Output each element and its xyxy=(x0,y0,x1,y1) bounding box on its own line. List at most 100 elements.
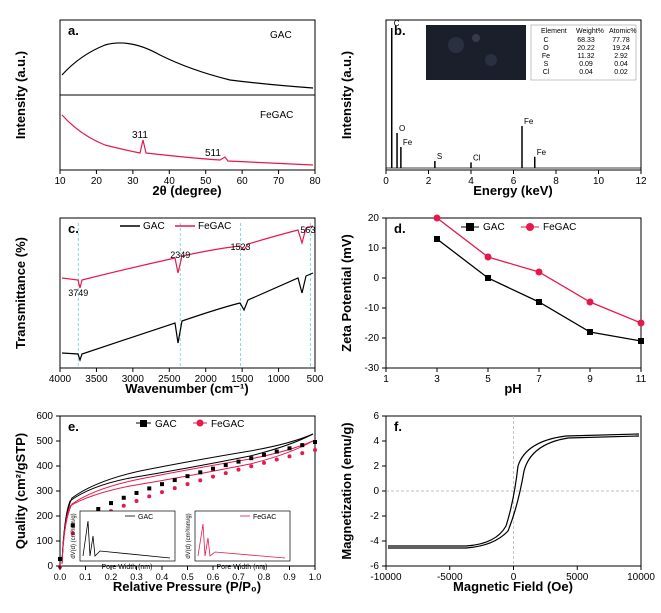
svg-text:Pore Width (nm): Pore Width (nm) xyxy=(102,564,153,571)
svg-text:8: 8 xyxy=(553,176,559,187)
sem-image xyxy=(426,25,526,80)
svg-text:0.02: 0.02 xyxy=(614,69,628,76)
svg-text:1000: 1000 xyxy=(267,374,290,385)
svg-text:19.24: 19.24 xyxy=(612,45,630,52)
svg-text:20: 20 xyxy=(91,176,103,187)
svg-text:0.0: 0.0 xyxy=(54,572,67,582)
panel-f: -10000-50000500010000 -6-4-20246 f. Magn… xyxy=(336,406,656,596)
svg-text:C: C xyxy=(543,37,548,44)
svg-text:FeGAC: FeGAC xyxy=(543,222,576,233)
panel-a: GAC FeGAC 311 511 1020304050607080 a. 2θ… xyxy=(10,10,330,200)
svg-text:Fe: Fe xyxy=(524,117,534,126)
svg-text:500: 500 xyxy=(307,374,324,385)
svg-text:S: S xyxy=(544,61,549,68)
panel-tag-a: a. xyxy=(68,23,79,38)
svg-text:9: 9 xyxy=(587,374,593,385)
svg-text:0: 0 xyxy=(383,176,389,187)
svg-text:11: 11 xyxy=(636,374,647,385)
svg-text:1523: 1523 xyxy=(230,242,250,252)
svg-text:10: 10 xyxy=(54,176,66,187)
svg-text:0.9: 0.9 xyxy=(283,572,296,582)
panel-tag-e: e. xyxy=(68,419,79,434)
svg-text:0: 0 xyxy=(47,561,53,572)
svg-text:Cl: Cl xyxy=(543,69,550,76)
panel-tag-f: f. xyxy=(394,419,402,434)
svg-text:0.09: 0.09 xyxy=(579,61,593,68)
panel-tag-b: b. xyxy=(394,23,406,38)
svg-text:80: 80 xyxy=(309,176,321,187)
ylabel-e: Quality (cm²/gSTP) xyxy=(13,433,28,549)
svg-text:4: 4 xyxy=(373,436,379,447)
xlabel-d: pH xyxy=(504,381,521,396)
svg-text:0.04: 0.04 xyxy=(579,69,593,76)
svg-text:0.04: 0.04 xyxy=(614,61,628,68)
svg-text:Fe: Fe xyxy=(537,148,547,157)
svg-text:Fe: Fe xyxy=(542,53,550,60)
svg-text:O: O xyxy=(543,45,549,52)
table-header-0: Element xyxy=(541,28,567,35)
gac-label: GAC xyxy=(270,30,292,41)
panel-d: GAC FeGAC 1357911 -30-20-1001020 d. pH Z… xyxy=(336,208,656,398)
figure-grid: GAC FeGAC 311 511 1020304050607080 a. 2θ… xyxy=(10,10,651,596)
svg-text:3500: 3500 xyxy=(85,374,108,385)
svg-text:7: 7 xyxy=(536,374,542,385)
svg-text:O: O xyxy=(399,124,405,133)
svg-text:dV(d) (cm³/nm/g): dV(d) (cm³/nm/g) xyxy=(186,513,192,558)
xlabel-c: Wavenumber (cm⁻¹) xyxy=(125,381,248,396)
ylabel-f: Magnetization (emu/g) xyxy=(339,422,354,559)
svg-text:-4: -4 xyxy=(370,536,379,547)
ylabel-b: Intensity (a.u.) xyxy=(339,51,354,139)
svg-text:-20: -20 xyxy=(365,333,380,344)
svg-text:-2: -2 xyxy=(370,511,379,522)
svg-text:68.33: 68.33 xyxy=(577,37,595,44)
svg-text:2: 2 xyxy=(373,461,379,472)
legend-fegac-c: FeGAC xyxy=(198,221,231,232)
svg-text:Fe: Fe xyxy=(403,138,413,147)
svg-text:-10: -10 xyxy=(365,303,380,314)
legend-gac-c: GAC xyxy=(143,221,165,232)
svg-text:2349: 2349 xyxy=(170,250,190,260)
legend-gac-e: GAC xyxy=(155,419,177,430)
svg-text:0: 0 xyxy=(373,486,379,497)
svg-text:GAC: GAC xyxy=(138,514,153,521)
panel-tag-c: c. xyxy=(68,221,79,236)
svg-text:3: 3 xyxy=(434,374,440,385)
svg-text:-10000: -10000 xyxy=(370,572,402,583)
ylabel-a: Intensity (a.u.) xyxy=(13,51,28,139)
xlabel-e: Relative Pressure (P/P₀) xyxy=(113,579,261,594)
svg-text:20.22: 20.22 xyxy=(577,45,595,52)
svg-text:1.0: 1.0 xyxy=(309,572,322,582)
y-ticks-d: -30-20-1001020 xyxy=(365,213,386,374)
svg-text:10000: 10000 xyxy=(627,572,655,583)
svg-text:10: 10 xyxy=(593,176,605,187)
svg-text:0: 0 xyxy=(373,273,379,284)
svg-text:2.92: 2.92 xyxy=(614,53,628,60)
svg-text:563: 563 xyxy=(300,225,315,235)
xlabel-a: 2θ (degree) xyxy=(152,183,221,198)
svg-text:200: 200 xyxy=(36,511,53,522)
svg-text:5: 5 xyxy=(485,374,491,385)
svg-text:GAC: GAC xyxy=(483,222,505,233)
svg-text:10: 10 xyxy=(368,243,380,254)
svg-text:400: 400 xyxy=(36,461,53,472)
panel-e: GAC FeGAC GAC Pore Width (nm) dV(d) (cm³… xyxy=(10,406,330,596)
svg-text:FeGAC: FeGAC xyxy=(253,514,276,521)
svg-text:3749: 3749 xyxy=(68,288,88,298)
plot-area: GAC FeGAC 311 511 1020304050607080 a. xyxy=(54,20,321,187)
peak-511: 511 xyxy=(205,148,221,159)
fegac-label: FeGAC xyxy=(260,110,293,121)
svg-text:300: 300 xyxy=(36,486,53,497)
svg-text:11.32: 11.32 xyxy=(578,53,595,60)
svg-text:S: S xyxy=(437,152,442,161)
svg-text:Pore Width (nm): Pore Width (nm) xyxy=(217,564,268,571)
svg-text:77.78: 77.78 xyxy=(612,37,630,44)
svg-text:70: 70 xyxy=(273,176,285,187)
ylabel-d: Zeta Potential (mV) xyxy=(339,234,354,352)
svg-text:1: 1 xyxy=(383,374,389,385)
panel-b: Element Weight% Atomic% C68.3377.78O20.2… xyxy=(336,10,656,200)
y-ticks-e: 0100200300400500600 xyxy=(36,411,60,572)
svg-text:20: 20 xyxy=(368,213,380,224)
svg-text:60: 60 xyxy=(237,176,249,187)
svg-text:2: 2 xyxy=(426,176,432,187)
svg-text:600: 600 xyxy=(36,411,53,422)
